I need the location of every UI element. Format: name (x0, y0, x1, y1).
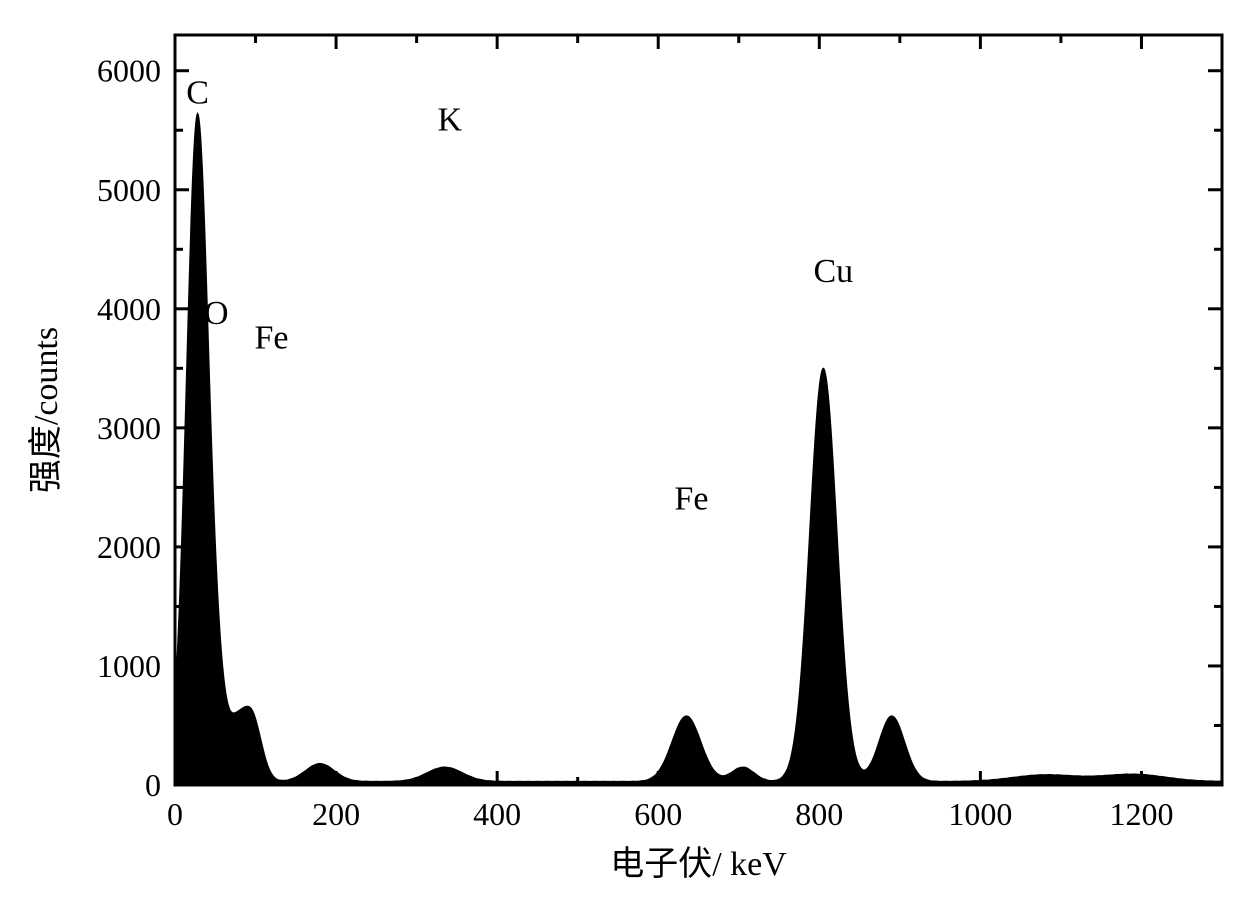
peak-label: Fe (255, 319, 289, 356)
peak-label: Fe (674, 481, 708, 518)
y-tick-label: 2000 (97, 529, 161, 565)
x-tick-label: 400 (473, 796, 521, 832)
x-tick-label: 0 (167, 796, 183, 832)
y-tick-label: 5000 (97, 172, 161, 208)
y-tick-label: 4000 (97, 291, 161, 327)
x-tick-label: 600 (634, 796, 682, 832)
spectrum-area (175, 113, 1222, 785)
peak-label: Cu (813, 253, 853, 290)
x-tick-label: 800 (795, 796, 843, 832)
x-tick-label: 1000 (948, 796, 1012, 832)
axes-box (175, 35, 1222, 785)
eds-spectrum-chart: 0 200 400 600 800 1000 1200 0 1000 2000 3000 4000 50… (0, 0, 1240, 908)
y-tick-label: 1000 (97, 648, 161, 684)
y-tick-label: 0 (145, 767, 161, 803)
peak-label: C (186, 74, 209, 111)
y-axis-label: 强度/counts (27, 327, 65, 493)
x-tick-label: 200 (312, 796, 360, 832)
x-axis-label: 电子伏/ keV (610, 845, 787, 883)
y-tick-label: 6000 (97, 53, 161, 89)
x-tick-label: 1200 (1109, 796, 1173, 832)
peak-label: O (204, 295, 229, 332)
peak-label: K (438, 102, 463, 139)
chart-svg: 0 200 400 600 800 1000 1200 0 1000 2000 3000 4000 50… (0, 0, 1240, 908)
y-tick-label: 3000 (97, 410, 161, 446)
